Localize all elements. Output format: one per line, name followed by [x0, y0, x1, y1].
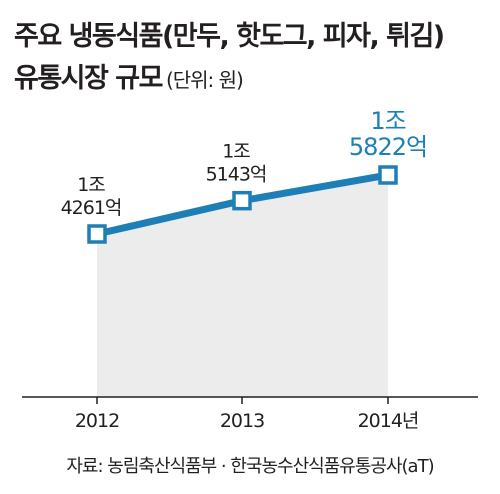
x-tick-label: 2014년	[358, 410, 419, 432]
source-note: 자료: 농림축산식품부 · 한국농수산식품유통공사(aT)	[66, 456, 434, 477]
x-tick-label: 2013	[220, 410, 264, 432]
data-label: 1조	[77, 174, 105, 196]
data-label: 4261억	[61, 197, 122, 219]
x-tick-label: 2012	[75, 410, 119, 432]
data-label: 5822억	[349, 133, 427, 161]
data-point	[87, 224, 107, 244]
data-point	[232, 190, 252, 211]
chart-title-line-2: 유통시장 규모 (단위: 원)	[14, 56, 244, 95]
data-point	[378, 165, 398, 185]
data-label: 1조	[370, 107, 405, 135]
chart-title-main: 유통시장 규모	[14, 63, 163, 94]
unit-note: (단위: 원)	[165, 68, 244, 92]
data-label: 5143억	[206, 164, 267, 186]
data-label: 1조	[222, 141, 250, 163]
chart-title-line-1: 주요 냉동식품(만두, 핫도그, 피자, 튀김)	[14, 21, 445, 52]
area-fill	[97, 175, 388, 397]
